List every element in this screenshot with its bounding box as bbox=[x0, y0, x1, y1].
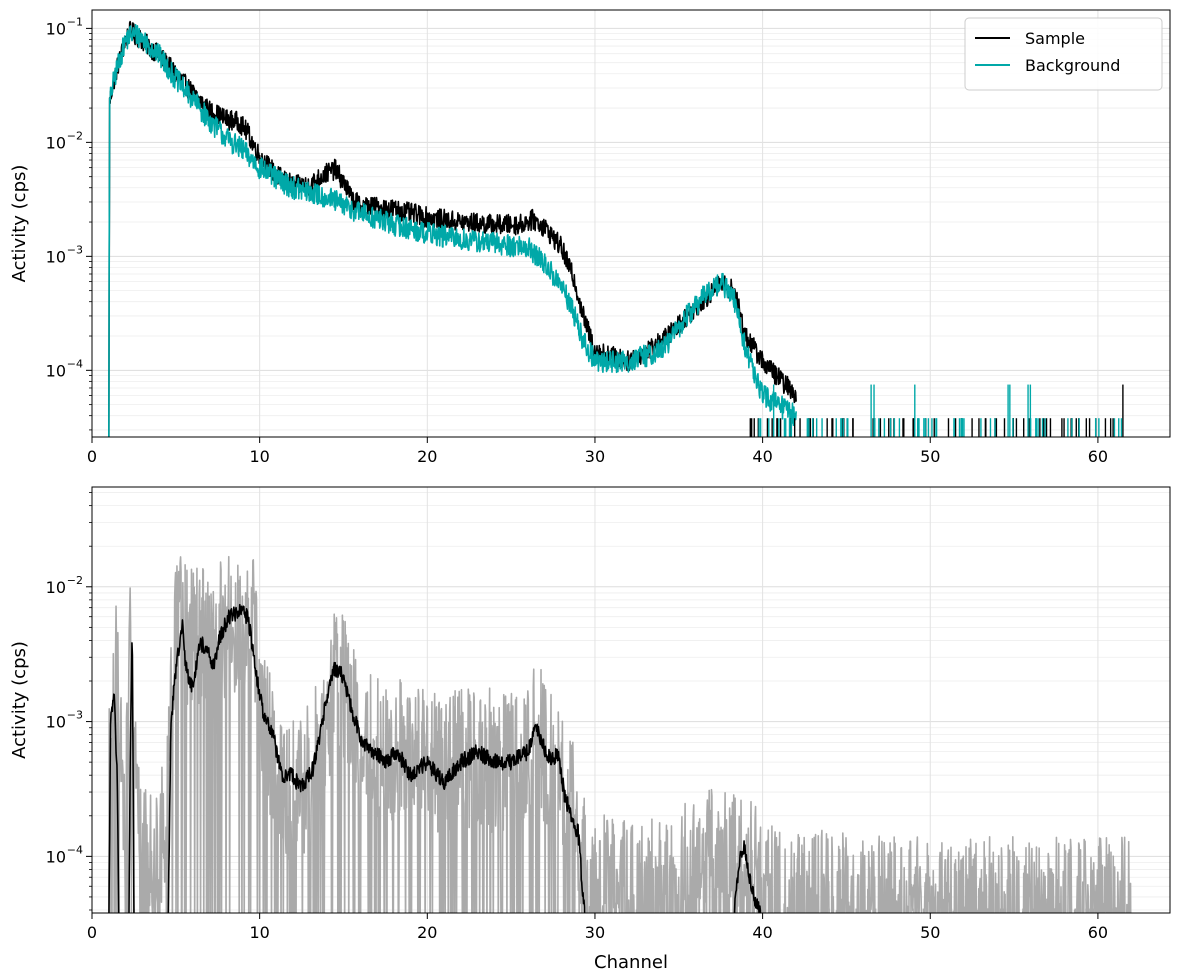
panel-1-ytick-exponent: −2 bbox=[67, 129, 83, 142]
panel-2-series-line-2 bbox=[733, 840, 762, 913]
panel-1-legend: Sample Background bbox=[964, 17, 1163, 91]
panel-1-xtick-label: 50 bbox=[920, 447, 940, 466]
panel-1-ytick-label: 10 bbox=[46, 361, 66, 380]
panel-1-ytick-label: 10 bbox=[46, 19, 66, 38]
panel-2-xtick-label: 10 bbox=[249, 923, 269, 942]
panel-1-series-line-sample bbox=[108, 20, 797, 437]
panel-2-series-line-0 bbox=[108, 555, 1132, 913]
panel-2-xtick-label: 50 bbox=[920, 923, 940, 942]
panel-2-series bbox=[108, 555, 1132, 913]
panel-2-ylabel: Activity (cps) bbox=[9, 641, 30, 759]
panel-2-xtick-label: 0 bbox=[87, 923, 97, 942]
panel-1-frame bbox=[91, 9, 1171, 438]
panel-1-legend-label-sample: Sample bbox=[1025, 29, 1085, 48]
panel-1-ytick-exponent: −4 bbox=[67, 357, 83, 370]
panel-1-xtick-label: 40 bbox=[752, 447, 772, 466]
panel-2-xtick-label: 30 bbox=[585, 923, 605, 942]
panel-2-series-line-1 bbox=[108, 603, 586, 913]
panel-1-xtick-label: 0 bbox=[87, 447, 97, 466]
panel-2-xtick-label: 60 bbox=[1088, 923, 1108, 942]
panel-1-ylabel: Activity (cps) bbox=[9, 165, 30, 283]
panel-1-xtick-label: 30 bbox=[585, 447, 605, 466]
panel-1-xtick-label: 60 bbox=[1088, 447, 1108, 466]
panel-1-legend-box bbox=[964, 17, 1163, 91]
panel-1-series-line-background bbox=[108, 23, 797, 437]
panel-1-legend-label-background: Background bbox=[1025, 56, 1120, 75]
panel-2-ytick-label: 10 bbox=[46, 713, 66, 732]
panel-1-ytick-exponent: −1 bbox=[67, 15, 83, 28]
panel-2-xlabel: Channel bbox=[594, 952, 668, 973]
panel-1-series bbox=[108, 20, 1124, 437]
panel-2-ytick-exponent: −3 bbox=[67, 709, 83, 722]
panel-2-ytick-label: 10 bbox=[46, 847, 66, 866]
panel-2-ytick-label: 10 bbox=[46, 578, 66, 597]
panel-1-xtick-label: 20 bbox=[417, 447, 437, 466]
panel-2-frame bbox=[91, 486, 1171, 914]
panel-1-ytick-exponent: −3 bbox=[67, 243, 83, 256]
panel-2-ytick-exponent: −2 bbox=[67, 574, 83, 587]
panel-2-xtick-label: 20 bbox=[417, 923, 437, 942]
panel-2-xtick-label: 40 bbox=[752, 923, 772, 942]
panel-1-ytick-label: 10 bbox=[46, 247, 66, 266]
panel-1-ytick-label: 10 bbox=[46, 133, 66, 152]
panel-2-ytick-exponent: −4 bbox=[67, 843, 83, 856]
panel-1-xtick-label: 10 bbox=[249, 447, 269, 466]
